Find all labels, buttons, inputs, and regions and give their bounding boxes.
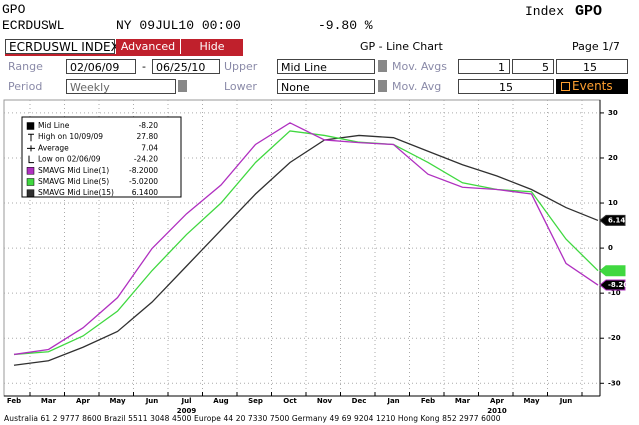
legend-value: -8.20 — [139, 121, 159, 130]
period-dropdown[interactable] — [178, 80, 187, 92]
x-tick-label: May — [109, 397, 125, 405]
legend-value: -8.2000 — [129, 166, 158, 175]
start-input[interactable]: 02/06/09 — [66, 59, 136, 74]
legend-icon — [28, 155, 34, 164]
y-tick-label: -20 — [608, 334, 621, 342]
y-tick-label: 0 — [608, 244, 613, 252]
year-label: 2010 — [487, 407, 507, 414]
legend-swatch — [26, 167, 35, 175]
mov-avgs-label: Mov. Avgs — [392, 60, 447, 73]
datetime: NY 09JUL10 00:00 — [116, 18, 241, 33]
series-line — [13, 134, 599, 366]
y-tick-label: -10 — [608, 289, 621, 297]
year-label: 2009 — [177, 407, 197, 414]
mov-avg-2[interactable]: 5 — [512, 59, 554, 74]
period-input[interactable]: Weekly — [66, 79, 176, 94]
axis-flag-label: -8.20 — [608, 281, 628, 289]
page: Page 1/7 — [572, 40, 620, 53]
axis-flag — [599, 279, 626, 291]
events-label: Events — [572, 79, 613, 93]
mov-avg-label: Mov. Avg — [392, 80, 442, 93]
x-tick-label: Jun — [145, 397, 159, 405]
x-tick-label: Apr — [76, 397, 90, 405]
events-button[interactable]: Events — [556, 79, 628, 94]
upper-input[interactable]: Mid Line — [277, 59, 375, 74]
legend-label: Low on 02/06/09 — [38, 155, 101, 164]
change: -9.80 % — [318, 18, 373, 33]
y-tick-label: 10 — [608, 199, 618, 207]
upper-dropdown[interactable] — [378, 60, 387, 72]
legend-swatch — [26, 189, 35, 197]
chart-name: GP - Line Chart — [360, 40, 443, 53]
legend-icon — [27, 145, 35, 152]
end-input[interactable]: 06/25/10 — [152, 59, 220, 74]
legend-value: 27.80 — [137, 132, 159, 141]
x-tick-label: Oct — [283, 397, 297, 405]
x-tick-label: Nov — [317, 397, 333, 405]
legend-value: 6.1400 — [132, 188, 158, 197]
mov-avg-3[interactable]: 15 — [556, 59, 628, 74]
x-tick-label: Dec — [352, 397, 367, 405]
axis-flag-label: 6.14 — [608, 216, 625, 224]
events-icon — [561, 82, 570, 91]
x-tick-label: Aug — [213, 397, 228, 405]
y-tick-label: 20 — [608, 154, 618, 162]
x-tick-label: Sep — [248, 397, 263, 405]
legend-label: Average — [38, 143, 69, 152]
screen: GPO — [575, 3, 603, 20]
dash: - — [142, 60, 146, 73]
function: GPO — [2, 2, 26, 17]
legend-icon — [28, 133, 34, 142]
period-label: Period — [8, 80, 43, 93]
ticker: ECRDUSWL — [2, 18, 65, 33]
legend-label: High on 10/09/09 — [38, 132, 103, 141]
advanced-button[interactable]: Advanced — [116, 39, 180, 54]
legend-value: -24.20 — [134, 155, 158, 164]
legend-label: SMAVG Mid Line(5) — [38, 177, 109, 186]
axis-flag — [599, 265, 626, 277]
hide-button[interactable]: Hide — [181, 39, 243, 54]
lower-dropdown[interactable] — [378, 80, 387, 92]
x-tick-label: Apr — [490, 397, 504, 405]
lower-input[interactable]: None — [277, 79, 375, 94]
x-tick-label: Jul — [181, 397, 192, 405]
mov-avg-input[interactable]: 15 — [458, 79, 554, 94]
legend-swatch — [26, 178, 35, 186]
x-tick-label: Jan — [386, 397, 399, 405]
legend-label: SMAVG Mid Line(1) — [38, 166, 109, 175]
range-label: Range — [8, 60, 43, 73]
toolbar-rule — [5, 54, 243, 56]
y-tick-label: -30 — [608, 379, 621, 387]
x-tick-label: Mar — [455, 397, 471, 405]
footer: Australia 61 2 9777 8600 Brazil 5511 304… — [4, 414, 501, 423]
upper-label: Upper — [224, 60, 258, 73]
x-tick-label: May — [523, 397, 539, 405]
x-tick-label: Feb — [421, 397, 435, 405]
screen-prefix: Index — [525, 4, 565, 19]
x-tick-label: Jun — [559, 397, 573, 405]
legend-label: Mid Line — [38, 121, 70, 130]
mov-avg-1[interactable]: 1 — [458, 59, 510, 74]
legend-value: -5.0200 — [129, 177, 158, 186]
y-tick-label: 30 — [608, 109, 618, 117]
security-input[interactable]: ECRDUSWL INDEX — [5, 39, 119, 54]
lower-label: Lower — [224, 80, 257, 93]
legend-swatch — [26, 122, 35, 130]
legend-value: 7.04 — [141, 143, 158, 152]
axis-flag — [599, 214, 626, 226]
legend-box — [21, 116, 182, 198]
legend-label: SMAVG Mid Line(15) — [38, 188, 114, 197]
x-tick-label: Mar — [41, 397, 57, 405]
x-tick-label: Feb — [7, 397, 21, 405]
series-line — [13, 122, 599, 356]
